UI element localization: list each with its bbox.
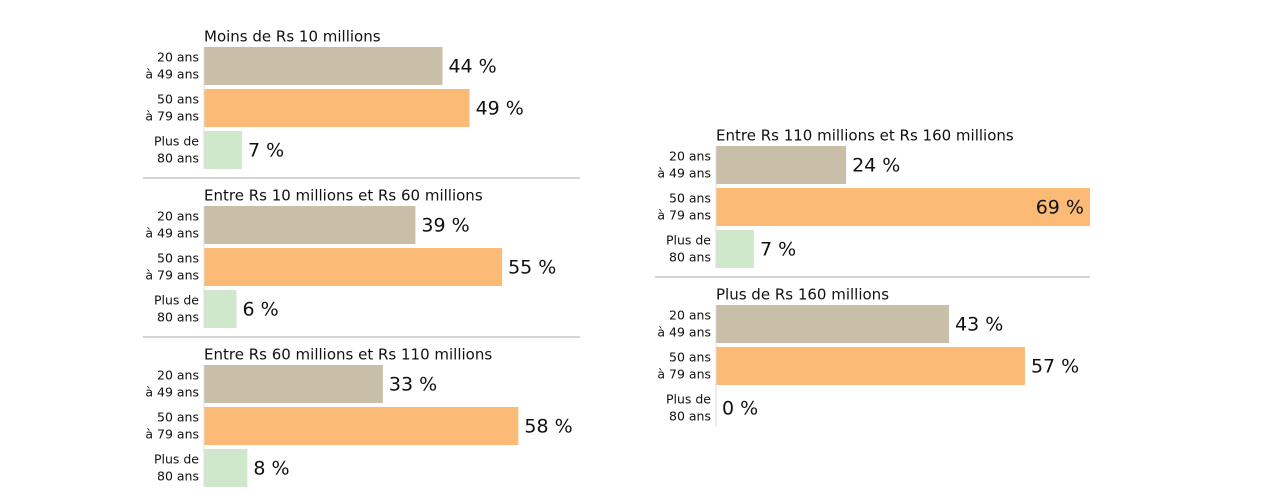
value-label: 39 % — [421, 215, 469, 237]
value-label: 7 % — [760, 239, 796, 261]
bar — [204, 449, 248, 487]
value-label: 57 % — [1031, 356, 1079, 378]
value-label: 55 % — [508, 257, 556, 279]
category-label: 20 ans — [669, 149, 711, 164]
category-label: 80 ans — [157, 151, 199, 166]
category-label: 20 ans — [157, 368, 199, 383]
value-label: 44 % — [448, 56, 496, 78]
value-label: 43 % — [955, 314, 1003, 336]
chart-title: Entre Rs 10 millions et Rs 60 millions — [204, 187, 483, 205]
bar — [716, 188, 1090, 226]
bar — [204, 206, 416, 244]
value-label: 58 % — [524, 416, 572, 438]
category-label: 80 ans — [669, 409, 711, 424]
chart-title: Entre Rs 110 millions et Rs 160 millions — [716, 127, 1014, 145]
category-label: à 79 ans — [145, 268, 199, 283]
bar — [716, 347, 1025, 385]
category-label: à 49 ans — [657, 325, 711, 340]
category-label: Plus de — [666, 392, 711, 407]
bar — [716, 230, 754, 268]
category-label: 50 ans — [669, 191, 711, 206]
bar — [204, 290, 237, 328]
category-label: à 79 ans — [657, 367, 711, 382]
category-label: 80 ans — [157, 469, 199, 484]
category-label: Plus de — [154, 452, 199, 467]
value-label: 0 % — [722, 398, 758, 420]
category-label: 80 ans — [669, 250, 711, 265]
value-label: 69 % — [1036, 197, 1084, 219]
category-label: 20 ans — [669, 308, 711, 323]
category-label: 50 ans — [669, 350, 711, 365]
value-label: 33 % — [389, 374, 437, 396]
category-label: 50 ans — [157, 251, 199, 266]
bar — [204, 47, 443, 85]
category-label: à 79 ans — [145, 109, 199, 124]
category-label: à 49 ans — [657, 166, 711, 181]
bar — [204, 365, 383, 403]
category-label: 20 ans — [157, 50, 199, 65]
bar — [204, 407, 519, 445]
category-label: à 79 ans — [657, 208, 711, 223]
bar — [716, 146, 847, 184]
category-label: Plus de — [154, 293, 199, 308]
bar — [204, 131, 242, 169]
value-label: 49 % — [476, 98, 524, 120]
bar — [716, 305, 950, 343]
category-label: 80 ans — [157, 310, 199, 325]
category-label: 50 ans — [157, 92, 199, 107]
value-label: 7 % — [248, 140, 284, 162]
bar — [204, 248, 503, 286]
chart-title: Plus de Rs 160 millions — [716, 286, 889, 304]
bar — [204, 89, 470, 127]
category-label: 50 ans — [157, 410, 199, 425]
category-label: à 49 ans — [145, 385, 199, 400]
value-label: 24 % — [852, 155, 900, 177]
category-label: Plus de — [154, 134, 199, 149]
category-label: 20 ans — [157, 209, 199, 224]
chart-title: Moins de Rs 10 millions — [204, 28, 381, 46]
category-label: à 49 ans — [145, 67, 199, 82]
category-label: à 79 ans — [145, 427, 199, 442]
value-label: 8 % — [253, 458, 289, 480]
category-label: Plus de — [666, 233, 711, 248]
value-label: 6 % — [243, 299, 279, 321]
chart-title: Entre Rs 60 millions et Rs 110 millions — [204, 346, 492, 364]
category-label: à 49 ans — [145, 226, 199, 241]
